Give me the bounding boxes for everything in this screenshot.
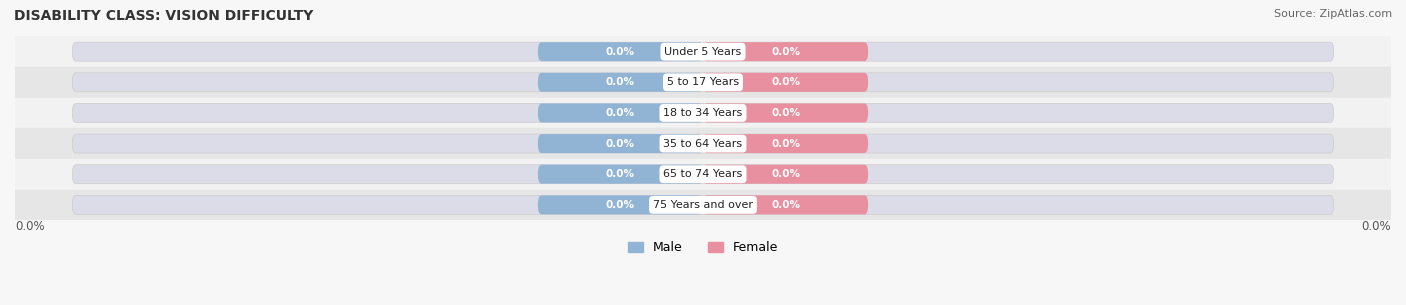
Text: 0.0%: 0.0% <box>606 108 636 118</box>
Text: 0.0%: 0.0% <box>770 138 800 149</box>
Text: Under 5 Years: Under 5 Years <box>665 47 741 57</box>
FancyBboxPatch shape <box>72 196 1334 214</box>
Text: 0.0%: 0.0% <box>606 77 636 87</box>
Legend: Male, Female: Male, Female <box>628 241 778 254</box>
FancyBboxPatch shape <box>538 165 703 184</box>
Text: 65 to 74 Years: 65 to 74 Years <box>664 169 742 179</box>
FancyBboxPatch shape <box>72 42 1334 61</box>
Text: 18 to 34 Years: 18 to 34 Years <box>664 108 742 118</box>
Bar <box>15 67 1391 98</box>
Text: 0.0%: 0.0% <box>770 169 800 179</box>
Text: 0.0%: 0.0% <box>770 47 800 57</box>
Text: 0.0%: 0.0% <box>770 77 800 87</box>
Text: 5 to 17 Years: 5 to 17 Years <box>666 77 740 87</box>
FancyBboxPatch shape <box>72 73 1334 92</box>
FancyBboxPatch shape <box>72 103 1334 122</box>
FancyBboxPatch shape <box>703 73 868 92</box>
FancyBboxPatch shape <box>538 103 703 122</box>
FancyBboxPatch shape <box>703 165 868 184</box>
FancyBboxPatch shape <box>538 73 703 92</box>
Bar <box>15 159 1391 189</box>
Text: 0.0%: 0.0% <box>770 200 800 210</box>
Text: 75 Years and over: 75 Years and over <box>652 200 754 210</box>
FancyBboxPatch shape <box>703 103 868 122</box>
Text: 0.0%: 0.0% <box>15 220 45 233</box>
Text: 35 to 64 Years: 35 to 64 Years <box>664 138 742 149</box>
FancyBboxPatch shape <box>72 134 1334 153</box>
FancyBboxPatch shape <box>538 134 703 153</box>
Bar <box>15 36 1391 67</box>
Text: 0.0%: 0.0% <box>606 169 636 179</box>
FancyBboxPatch shape <box>72 165 1334 184</box>
Text: 0.0%: 0.0% <box>1361 220 1391 233</box>
Text: DISABILITY CLASS: VISION DIFFICULTY: DISABILITY CLASS: VISION DIFFICULTY <box>14 9 314 23</box>
Bar <box>15 98 1391 128</box>
Text: 0.0%: 0.0% <box>606 138 636 149</box>
Text: 0.0%: 0.0% <box>606 200 636 210</box>
FancyBboxPatch shape <box>703 42 868 61</box>
FancyBboxPatch shape <box>703 134 868 153</box>
Bar <box>15 128 1391 159</box>
FancyBboxPatch shape <box>538 42 703 61</box>
FancyBboxPatch shape <box>538 196 703 214</box>
Text: 0.0%: 0.0% <box>606 47 636 57</box>
FancyBboxPatch shape <box>703 196 868 214</box>
Bar <box>15 189 1391 220</box>
Text: 0.0%: 0.0% <box>770 108 800 118</box>
Text: Source: ZipAtlas.com: Source: ZipAtlas.com <box>1274 9 1392 19</box>
